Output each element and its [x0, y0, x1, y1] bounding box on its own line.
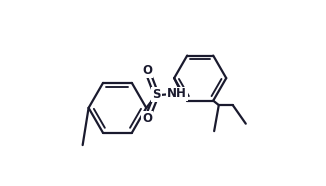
Text: S: S — [152, 88, 161, 101]
Text: O: O — [142, 112, 152, 125]
Text: O: O — [142, 64, 152, 77]
Text: NH: NH — [167, 87, 187, 100]
